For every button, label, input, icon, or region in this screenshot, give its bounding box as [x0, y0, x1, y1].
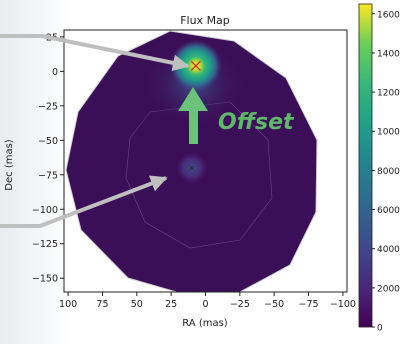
colorbar-tick-label: 1000: [377, 128, 400, 138]
y-axis: 250−25−50−75−100−125−150: [32, 32, 64, 285]
x-tick-label: 100: [59, 299, 77, 310]
y-tick-label: −125: [32, 239, 58, 250]
x-tick-label: 0: [202, 299, 208, 310]
bright-source-marker: [190, 60, 201, 71]
x-tick-label: −75: [299, 299, 319, 310]
colorbar: [358, 3, 373, 328]
y-tick-label: −25: [38, 101, 58, 112]
y-tick-label: −50: [38, 136, 58, 147]
colorbar-tick-label: 4000: [377, 245, 400, 255]
callout-arrow-lower: [0, 175, 168, 228]
source-markers: [189, 60, 201, 171]
x-axis-label: RA (mas): [182, 318, 228, 329]
y-axis-label: Dec (mas): [4, 139, 15, 191]
x-tick-label: 25: [165, 299, 177, 310]
x-tick-label: −100: [330, 299, 356, 310]
y-tick-label: −75: [38, 170, 58, 181]
faint-source-marker: [189, 165, 195, 171]
x-tick-label: 50: [131, 299, 143, 310]
colorbar-tick-label: 2000: [377, 284, 400, 294]
x-axis: 100 75 50 25 0 −25 −50 −75 −100: [59, 292, 356, 310]
x-tick-label: 75: [96, 299, 108, 310]
colorbar-tick-label: 0: [377, 324, 383, 334]
colorbar-tick-label: 6000: [377, 206, 400, 216]
callout-arrow-upper: [0, 34, 190, 72]
inner-contour: [125, 101, 273, 249]
x-tick-label: −50: [264, 299, 284, 310]
colorbar-tick-label: 1600: [377, 10, 400, 20]
offset-label: Offset: [218, 110, 295, 135]
y-tick-label: −100: [32, 205, 58, 216]
colorbar-tick-label: 8000: [377, 167, 400, 177]
offset-arrow: [178, 87, 208, 144]
colorbar-axis: 0 2000 4000 6000 8000 1000 1200 1400 1600: [372, 10, 400, 334]
chart-title: Flux Map: [180, 14, 230, 27]
colorbar-tick-label: 1200: [377, 89, 400, 99]
colorbar-tick-label: 1400: [377, 49, 400, 59]
y-tick-label: 0: [52, 67, 58, 78]
x-tick-label: −25: [230, 299, 250, 310]
y-tick-label: −150: [32, 274, 58, 285]
